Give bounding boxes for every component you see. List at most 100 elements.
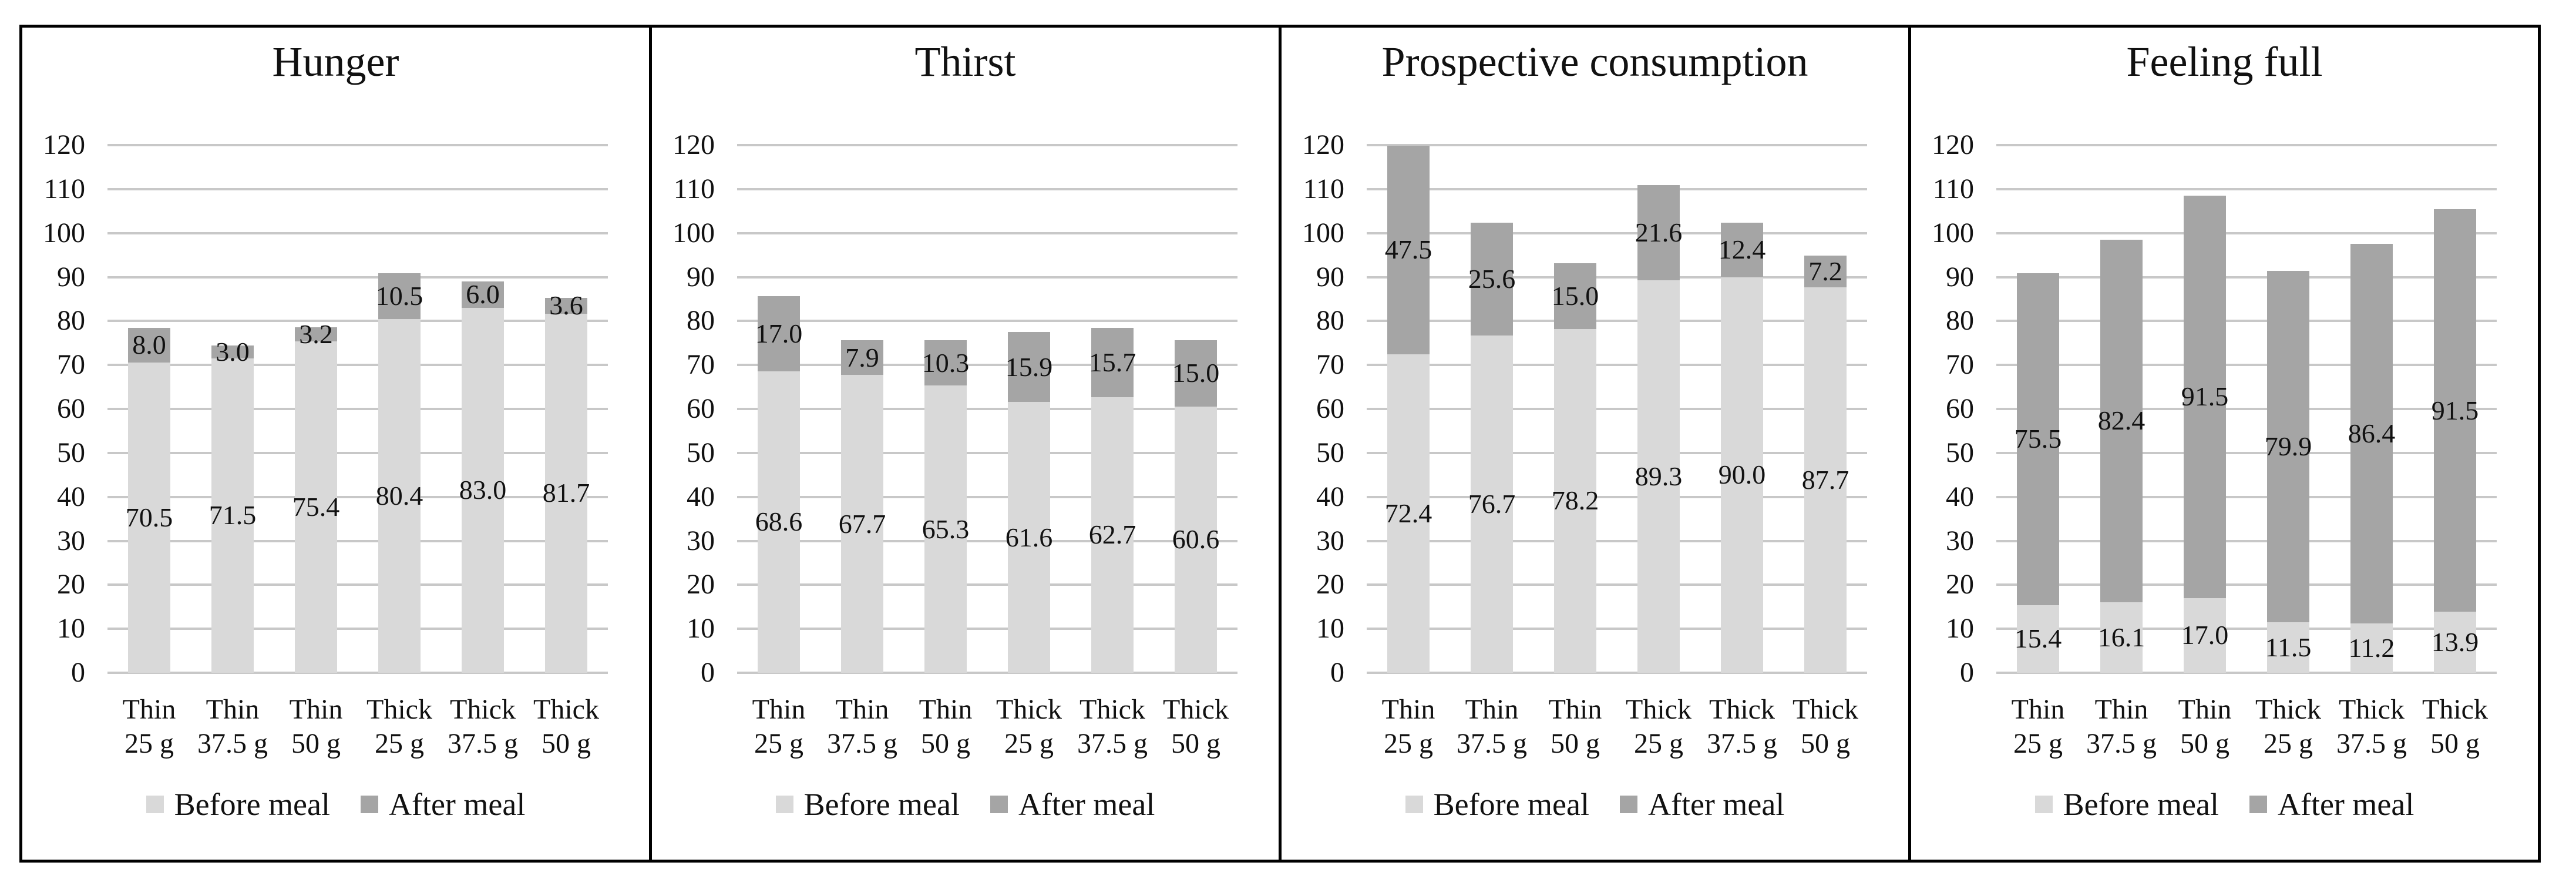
x-axis-category-line: 25 g: [125, 728, 174, 759]
bar-thick-50-g: 13.9 91.5: [2431, 145, 2479, 673]
bar-segment-after-meal: [1387, 145, 1430, 355]
bar-thick-50-g: 81.7 3.6: [543, 145, 590, 673]
data-label-before-meal: 76.7: [1468, 489, 1516, 519]
data-label-before-meal: 80.4: [375, 481, 423, 511]
gridline: [107, 364, 608, 367]
gridline: [107, 144, 608, 146]
x-axis-category-line: Thin: [122, 694, 176, 725]
x-axis-category-line: Thin: [289, 694, 343, 725]
bar-slots: 68.6 17.0 67.7 7.9 65.3 10.3 61.6 15.9 62.7 15.7 6…: [737, 145, 1237, 673]
y-axis-tick-label: 10: [1946, 613, 1974, 645]
x-axis-category-line: 50 g: [921, 728, 970, 759]
gridline: [737, 144, 1237, 146]
data-label-after-meal: 91.5: [2181, 381, 2229, 412]
x-axis-category-label: Thin 25 g: [737, 693, 820, 761]
x-axis-category-label: Thick 25 g: [987, 693, 1071, 761]
legend-item-after-meal: After meal: [360, 787, 525, 822]
bar-slot: 67.7 7.9: [820, 145, 904, 673]
y-axis-tick-label: 40: [57, 481, 85, 512]
legend: Before meal After meal: [1911, 786, 2538, 823]
bar-slot: 75.4 3.2: [274, 145, 358, 673]
gridline: [737, 628, 1237, 630]
data-label-before-meal: 70.5: [125, 502, 173, 533]
legend-swatch-after_meal-icon: [360, 796, 378, 813]
data-label-before-meal: 78.2: [1551, 485, 1599, 516]
x-axis-category-line: Thick: [533, 694, 599, 725]
gridline: [1367, 144, 1867, 146]
bar-slot: 11.5 79.9: [2247, 145, 2330, 673]
bar-segment-after-meal: [462, 281, 504, 308]
bar-segment-after-meal: [1091, 328, 1134, 397]
data-label-after-meal: 15.9: [1005, 351, 1053, 382]
gridline: [1367, 539, 1867, 542]
bar-segment-after-meal: [1721, 222, 1763, 277]
bar-thin-25-g: 68.6 17.0: [755, 145, 802, 673]
data-label-after-meal: 15.0: [1551, 280, 1599, 311]
bar-thin-50-g: 17.0 91.5: [2181, 145, 2229, 673]
x-axis-category-labels: Thin 25 g Thin 37.5 g Thin 50 g Thick 25 g Thick…: [737, 693, 1237, 761]
data-label-after-meal: 7.9: [845, 342, 879, 373]
data-label-before-meal: 67.7: [838, 508, 886, 539]
legend-label: Before meal: [2063, 787, 2219, 822]
bar-thin-50-g: 75.4 3.2: [292, 145, 339, 673]
bar-segment-before-meal: [211, 358, 254, 673]
bar-segment-before-meal: [1471, 336, 1513, 673]
bar-thin-37-5-g: 76.7 25.6: [1468, 145, 1516, 673]
x-axis-category-line: 37.5 g: [197, 728, 268, 759]
y-axis-tick-label: 70: [1946, 349, 1974, 381]
data-label-after-meal: 10.3: [922, 347, 970, 378]
x-axis-category-line: 37.5 g: [448, 728, 518, 759]
bar-segment-before-meal: [1721, 277, 1763, 673]
x-axis-category-line: Thin: [1381, 694, 1435, 725]
bar-thin-25-g: 70.5 8.0: [125, 145, 173, 673]
gridline: [737, 451, 1237, 454]
bar-segment-before-meal: [1008, 402, 1050, 673]
bar-segment-after-meal: [378, 273, 421, 320]
x-axis-category-line: 50 g: [291, 728, 341, 759]
gridline: [107, 628, 608, 630]
bar-slots: 15.4 75.5 16.1 82.4 17.0 91.5 11.5 79.9 11.2 86.4…: [1996, 145, 2497, 673]
y-axis-tick-label: 20: [57, 569, 85, 601]
legend-item-before-meal: Before meal: [1405, 787, 1589, 822]
bar-slot: 78.2 15.0: [1534, 145, 1617, 673]
gridline: [1367, 320, 1867, 323]
x-axis-category-line: 25 g: [375, 728, 424, 759]
data-label-before-meal: 16.1: [2097, 622, 2145, 652]
x-axis-category-line: 37.5 g: [1707, 728, 1777, 759]
gridline: [1367, 495, 1867, 498]
data-label-after-meal: 91.5: [2431, 395, 2479, 425]
bar-slot: 15.4 75.5: [1996, 145, 2080, 673]
gridline: [1367, 364, 1867, 367]
data-label-after-meal: 82.4: [2097, 405, 2145, 436]
x-axis-category-label: Thin 37.5 g: [1450, 693, 1534, 761]
data-label-before-meal: 89.3: [1635, 461, 1683, 491]
data-label-after-meal: 79.9: [2264, 431, 2312, 461]
y-axis-tick-label: 20: [1946, 569, 1974, 601]
y-axis-tick-label: 70: [1316, 349, 1344, 381]
x-axis-category-line: 37.5 g: [2336, 728, 2407, 759]
data-label-before-meal: 72.4: [1384, 498, 1432, 529]
y-axis-tick-label: 40: [1316, 481, 1344, 512]
x-axis-category-label: Thin 50 g: [274, 693, 358, 761]
bar-segment-before-meal: [128, 363, 170, 673]
x-axis-category-line: Thick: [1793, 694, 1858, 725]
gridline: [737, 232, 1237, 234]
x-axis-category-line: 50 g: [2430, 728, 2480, 759]
y-axis-tick-label: 90: [57, 261, 85, 293]
bar-thick-25-g: 80.4 10.5: [375, 145, 423, 673]
bar-segment-before-meal: [378, 319, 421, 673]
legend-swatch-before_meal-icon: [146, 796, 164, 813]
bar-segment-after-meal: [2434, 209, 2476, 612]
bar-segment-after-meal: [841, 340, 883, 375]
chart-title: Thirst: [914, 38, 1016, 85]
bar-segment-after-meal: [2267, 271, 2309, 622]
bar-segment-after-meal: [295, 327, 337, 341]
gridline: [107, 495, 608, 498]
data-label-before-meal: 60.6: [1172, 524, 1220, 555]
bar-segment-before-meal: [758, 371, 800, 673]
y-axis-tick-label: 100: [672, 217, 715, 249]
bar-slot: 61.6 15.9: [987, 145, 1071, 673]
y-axis-tick-label: 60: [1316, 393, 1344, 424]
legend-swatch-before_meal-icon: [775, 796, 793, 813]
x-axis-category-label: Thin 37.5 g: [2080, 693, 2163, 761]
